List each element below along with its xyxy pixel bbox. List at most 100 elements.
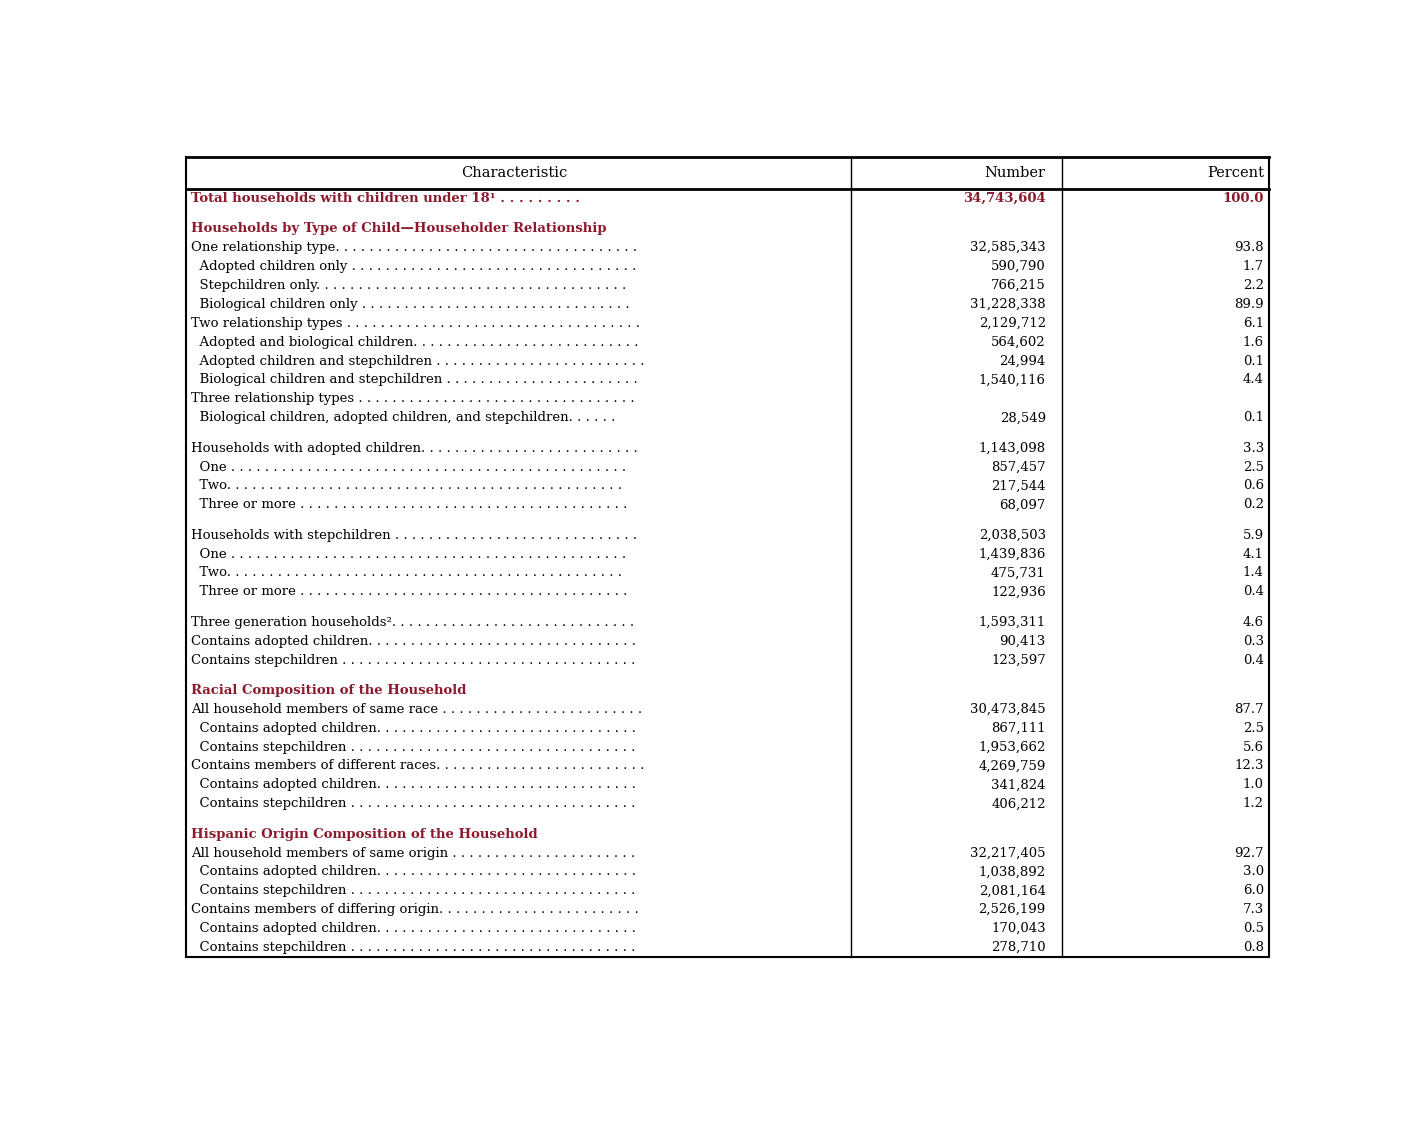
Text: 406,212: 406,212 <box>991 797 1046 811</box>
Text: 4,269,759: 4,269,759 <box>978 759 1046 772</box>
Text: Adopted and biological children. . . . . . . . . . . . . . . . . . . . . . . . .: Adopted and biological children. . . . .… <box>191 336 639 348</box>
Text: Contains stepchildren . . . . . . . . . . . . . . . . . . . . . . . . . . . . . : Contains stepchildren . . . . . . . . . … <box>191 884 635 898</box>
Text: 32,585,343: 32,585,343 <box>970 241 1046 255</box>
Text: 1.0: 1.0 <box>1243 779 1264 791</box>
Text: 0.1: 0.1 <box>1243 411 1264 425</box>
Text: Number: Number <box>984 166 1046 180</box>
Text: 6.1: 6.1 <box>1243 316 1264 330</box>
Text: Biological children, adopted children, and stepchildren. . . . . .: Biological children, adopted children, a… <box>191 411 615 425</box>
Text: Households with adopted children. . . . . . . . . . . . . . . . . . . . . . . . : Households with adopted children. . . . … <box>191 442 638 455</box>
Text: 0.6: 0.6 <box>1243 480 1264 492</box>
Text: Contains stepchildren . . . . . . . . . . . . . . . . . . . . . . . . . . . . . : Contains stepchildren . . . . . . . . . … <box>191 740 635 754</box>
Text: 0.4: 0.4 <box>1243 653 1264 667</box>
Text: 31,228,338: 31,228,338 <box>970 298 1046 311</box>
Text: 92.7: 92.7 <box>1234 846 1264 860</box>
Text: Two. . . . . . . . . . . . . . . . . . . . . . . . . . . . . . . . . . . . . . .: Two. . . . . . . . . . . . . . . . . . .… <box>191 566 622 579</box>
Text: 7.3: 7.3 <box>1243 903 1264 916</box>
Text: Contains members of differing origin. . . . . . . . . . . . . . . . . . . . . . : Contains members of differing origin. . … <box>191 903 639 916</box>
Text: 90,413: 90,413 <box>1000 635 1046 648</box>
Text: Stepchildren only. . . . . . . . . . . . . . . . . . . . . . . . . . . . . . . .: Stepchildren only. . . . . . . . . . . .… <box>191 279 626 292</box>
Text: 6.0: 6.0 <box>1243 884 1264 898</box>
Text: 34,743,604: 34,743,604 <box>963 192 1046 204</box>
Text: 1.4: 1.4 <box>1243 566 1264 579</box>
Text: Percent: Percent <box>1206 166 1264 180</box>
Text: 0.1: 0.1 <box>1243 354 1264 368</box>
Text: All household members of same race . . . . . . . . . . . . . . . . . . . . . . .: All household members of same race . . .… <box>191 702 642 716</box>
Text: 1,143,098: 1,143,098 <box>978 442 1046 455</box>
Text: 5.6: 5.6 <box>1243 740 1264 754</box>
Text: 2,526,199: 2,526,199 <box>978 903 1046 916</box>
Text: 2.5: 2.5 <box>1243 460 1264 474</box>
Text: Characteristic: Characteristic <box>461 166 567 180</box>
Text: Three or more . . . . . . . . . . . . . . . . . . . . . . . . . . . . . . . . . : Three or more . . . . . . . . . . . . . … <box>191 498 628 512</box>
Text: Contains adopted children. . . . . . . . . . . . . . . . . . . . . . . . . . . .: Contains adopted children. . . . . . . .… <box>191 779 636 791</box>
Text: 93.8: 93.8 <box>1234 241 1264 255</box>
Text: 100.0: 100.0 <box>1223 192 1264 204</box>
Text: Contains adopted children. . . . . . . . . . . . . . . . . . . . . . . . . . . .: Contains adopted children. . . . . . . .… <box>191 635 636 648</box>
Text: 5.9: 5.9 <box>1243 529 1264 541</box>
Text: 0.8: 0.8 <box>1243 941 1264 954</box>
Text: Contains stepchildren . . . . . . . . . . . . . . . . . . . . . . . . . . . . . : Contains stepchildren . . . . . . . . . … <box>191 941 635 954</box>
Text: 1,953,662: 1,953,662 <box>978 740 1046 754</box>
Text: Racial Composition of the Household: Racial Composition of the Household <box>191 684 467 697</box>
Text: Biological children and stepchildren . . . . . . . . . . . . . . . . . . . . . .: Biological children and stepchildren . .… <box>191 373 638 386</box>
Text: 87.7: 87.7 <box>1234 702 1264 716</box>
Text: Three relationship types . . . . . . . . . . . . . . . . . . . . . . . . . . . .: Three relationship types . . . . . . . .… <box>191 393 635 405</box>
Text: 4.1: 4.1 <box>1243 547 1264 561</box>
Text: One . . . . . . . . . . . . . . . . . . . . . . . . . . . . . . . . . . . . . . : One . . . . . . . . . . . . . . . . . . … <box>191 547 626 561</box>
Text: Two. . . . . . . . . . . . . . . . . . . . . . . . . . . . . . . . . . . . . . .: Two. . . . . . . . . . . . . . . . . . .… <box>191 480 622 492</box>
Text: Contains adopted children. . . . . . . . . . . . . . . . . . . . . . . . . . . .: Contains adopted children. . . . . . . .… <box>191 866 636 878</box>
Text: 217,544: 217,544 <box>991 480 1046 492</box>
Text: 2,129,712: 2,129,712 <box>978 316 1046 330</box>
Text: 123,597: 123,597 <box>991 653 1046 667</box>
Text: 475,731: 475,731 <box>991 566 1046 579</box>
Text: 564,602: 564,602 <box>991 336 1046 348</box>
Text: 1,540,116: 1,540,116 <box>978 373 1046 386</box>
Text: Contains adopted children. . . . . . . . . . . . . . . . . . . . . . . . . . . .: Contains adopted children. . . . . . . .… <box>191 722 636 734</box>
Text: 1.2: 1.2 <box>1243 797 1264 811</box>
Text: 2.2: 2.2 <box>1243 279 1264 292</box>
Text: 2.5: 2.5 <box>1243 722 1264 734</box>
Text: 32,217,405: 32,217,405 <box>970 846 1046 860</box>
Text: 1,038,892: 1,038,892 <box>978 866 1046 878</box>
Text: 68,097: 68,097 <box>1000 498 1046 512</box>
Text: All household members of same origin . . . . . . . . . . . . . . . . . . . . . .: All household members of same origin . .… <box>191 846 635 860</box>
Text: Three generation households². . . . . . . . . . . . . . . . . . . . . . . . . . : Three generation households². . . . . . … <box>191 616 633 629</box>
Text: Biological children only . . . . . . . . . . . . . . . . . . . . . . . . . . . .: Biological children only . . . . . . . .… <box>191 298 629 311</box>
Text: 0.3: 0.3 <box>1243 635 1264 648</box>
Text: Three or more . . . . . . . . . . . . . . . . . . . . . . . . . . . . . . . . . : Three or more . . . . . . . . . . . . . … <box>191 586 628 598</box>
Text: 867,111: 867,111 <box>991 722 1046 734</box>
Text: 28,549: 28,549 <box>1000 411 1046 425</box>
Text: 4.6: 4.6 <box>1243 616 1264 629</box>
Text: 3.0: 3.0 <box>1243 866 1264 878</box>
Text: 170,043: 170,043 <box>991 923 1046 935</box>
Text: 0.5: 0.5 <box>1243 923 1264 935</box>
Text: 341,824: 341,824 <box>991 779 1046 791</box>
Text: 0.4: 0.4 <box>1243 586 1264 598</box>
Text: 1.7: 1.7 <box>1243 260 1264 273</box>
Text: 2,038,503: 2,038,503 <box>978 529 1046 541</box>
Text: 857,457: 857,457 <box>991 460 1046 474</box>
Text: 2,081,164: 2,081,164 <box>978 884 1046 898</box>
Text: Contains stepchildren . . . . . . . . . . . . . . . . . . . . . . . . . . . . . : Contains stepchildren . . . . . . . . . … <box>191 797 635 811</box>
Text: 590,790: 590,790 <box>991 260 1046 273</box>
Text: Adopted children only . . . . . . . . . . . . . . . . . . . . . . . . . . . . . : Adopted children only . . . . . . . . . … <box>191 260 636 273</box>
Text: 3.3: 3.3 <box>1243 442 1264 455</box>
Text: 89.9: 89.9 <box>1234 298 1264 311</box>
Text: Households by Type of Child—Householder Relationship: Households by Type of Child—Householder … <box>191 223 607 235</box>
Text: Total households with children under 18¹ . . . . . . . . .: Total households with children under 18¹… <box>191 192 580 204</box>
Text: 30,473,845: 30,473,845 <box>970 702 1046 716</box>
Text: 1,439,836: 1,439,836 <box>978 547 1046 561</box>
Text: Households with stepchildren . . . . . . . . . . . . . . . . . . . . . . . . . .: Households with stepchildren . . . . . .… <box>191 529 638 541</box>
Text: One . . . . . . . . . . . . . . . . . . . . . . . . . . . . . . . . . . . . . . : One . . . . . . . . . . . . . . . . . . … <box>191 460 626 474</box>
Text: 278,710: 278,710 <box>991 941 1046 954</box>
Text: 24,994: 24,994 <box>1000 354 1046 368</box>
Text: 122,936: 122,936 <box>991 586 1046 598</box>
Text: Hispanic Origin Composition of the Household: Hispanic Origin Composition of the House… <box>191 828 537 841</box>
Text: Adopted children and stepchildren . . . . . . . . . . . . . . . . . . . . . . . : Adopted children and stepchildren . . . … <box>191 354 645 368</box>
Text: 12.3: 12.3 <box>1234 759 1264 772</box>
Text: 766,215: 766,215 <box>991 279 1046 292</box>
Text: 1,593,311: 1,593,311 <box>978 616 1046 629</box>
Text: 1.6: 1.6 <box>1243 336 1264 348</box>
Text: 0.2: 0.2 <box>1243 498 1264 512</box>
